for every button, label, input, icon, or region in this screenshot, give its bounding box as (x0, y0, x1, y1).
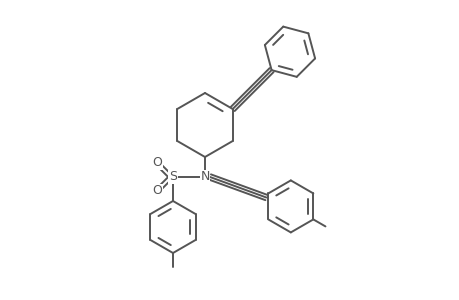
Text: O: O (152, 184, 162, 197)
Text: S: S (168, 170, 177, 184)
Text: N: N (200, 170, 209, 184)
Text: O: O (152, 157, 162, 169)
